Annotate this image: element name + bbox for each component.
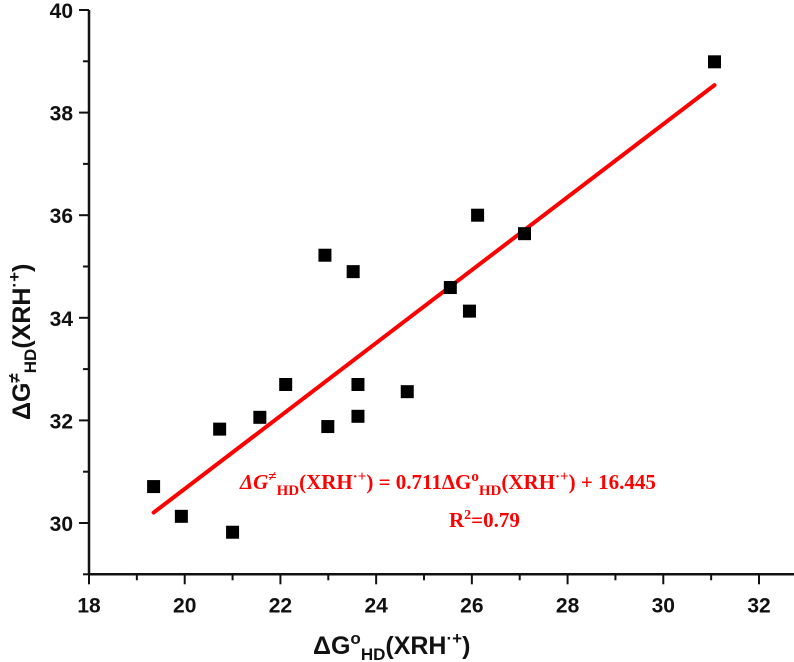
data-point	[318, 248, 332, 262]
data-point	[147, 480, 161, 494]
data-point	[518, 227, 531, 241]
y-tick-label: 38	[50, 103, 74, 126]
data-point	[321, 420, 335, 434]
data-point	[443, 281, 457, 295]
data-point	[707, 55, 721, 69]
data-point	[400, 385, 414, 399]
y-tick-label: 34	[50, 308, 74, 331]
data-point	[279, 377, 293, 391]
data-point	[351, 409, 365, 423]
r-squared: R2=0.79	[449, 508, 520, 532]
x-axis-title: ΔGoHD(XRH·+)	[313, 629, 470, 662]
x-tick-label: 20	[173, 594, 196, 617]
x-tick-label: 18	[77, 594, 101, 617]
y-tick-label: 32	[50, 410, 73, 433]
data-point	[213, 422, 227, 436]
x-tick-label: 26	[460, 594, 483, 617]
data-point	[351, 377, 365, 391]
data-point	[253, 410, 267, 424]
data-points	[147, 55, 721, 539]
y-tick-label: 30	[50, 513, 73, 536]
x-tick-label: 30	[652, 594, 675, 617]
regression-line	[151, 83, 717, 515]
data-point	[226, 525, 240, 539]
y-axis-title: ΔG≠HD(XRH·+)	[5, 264, 40, 420]
data-point	[174, 509, 188, 523]
y-tick-label: 40	[50, 0, 73, 23]
x-tick-label: 32	[747, 594, 770, 617]
data-point	[471, 208, 485, 222]
x-tick-label: 24	[364, 594, 388, 617]
data-point	[346, 265, 360, 279]
fit-line	[151, 83, 717, 515]
y-tick-label: 36	[50, 205, 73, 228]
x-tick-label: 22	[269, 594, 292, 617]
data-point	[462, 304, 476, 318]
fit-equation: ΔG≠HD(XRH·+) = 0.711ΔGoHD(XRH·+) + 16.44…	[239, 469, 656, 499]
axes: 18 20 22 24 26 28 30 32 30 32 34 36 38 40	[50, 0, 794, 617]
x-tick-label: 28	[556, 594, 580, 617]
